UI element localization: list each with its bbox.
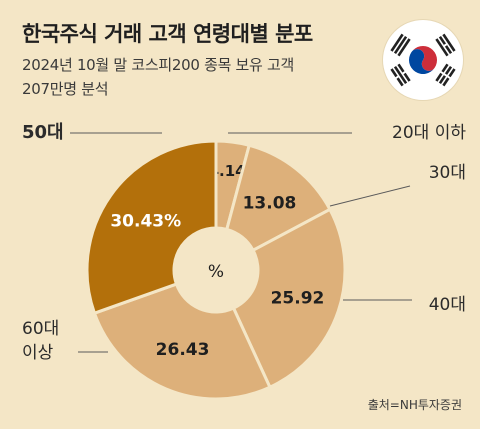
slice-value-label: 4.14 bbox=[209, 162, 246, 180]
subtitle-line-1: 2024년 10월 말 코스피200 종목 보유 고객 bbox=[22, 56, 295, 74]
south-korea-flag-icon bbox=[383, 20, 463, 100]
subtitle-line-2: 207만명 분석 bbox=[22, 80, 109, 98]
slice-category-label: 60대 이상 bbox=[22, 319, 59, 363]
slice-value-label: 25.92 bbox=[271, 288, 325, 308]
slice-value-label: 30.43% bbox=[110, 211, 181, 231]
leader-line bbox=[329, 185, 411, 207]
center-unit-label: % bbox=[208, 262, 224, 282]
slice-value-label: 13.08 bbox=[243, 194, 297, 214]
slice-category-label: 30대 bbox=[429, 163, 466, 183]
slice-category-label: 50대 bbox=[22, 122, 64, 143]
donut-slice bbox=[92, 282, 272, 401]
donut-slice bbox=[224, 143, 332, 253]
slice-value-label: 26.43 bbox=[156, 340, 210, 360]
donut-slice bbox=[85, 139, 218, 316]
source-note: 출처=NH투자증권 bbox=[367, 398, 462, 412]
slice-category-label: 20대 이하 bbox=[392, 123, 466, 143]
slice-category-label: 40대 bbox=[429, 295, 466, 315]
page-title: 한국주식 거래 고객 연령대별 분포 bbox=[22, 22, 313, 46]
donut-slice bbox=[231, 207, 347, 390]
